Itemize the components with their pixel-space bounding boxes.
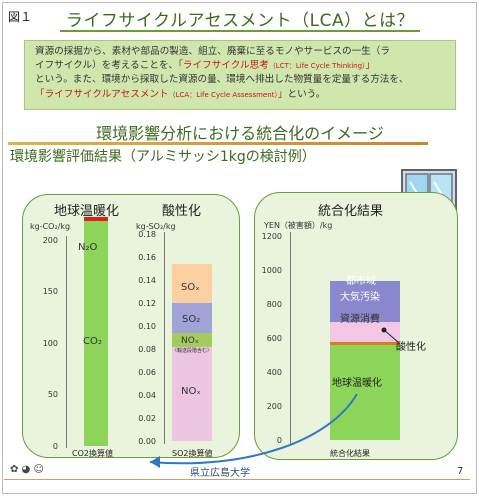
- sox-label: SOₓ: [181, 282, 200, 293]
- title-underline: [60, 30, 420, 32]
- gw-tick-150: 150: [42, 287, 58, 296]
- ac-tick-0.18: 0.18: [138, 230, 156, 239]
- gw-tick-100: 100: [42, 339, 58, 348]
- air-pollution-label: 大気汚染: [340, 292, 380, 303]
- global-warming-bar: [84, 216, 108, 446]
- section-subtitle: 環境影響分析における統合化のイメージ: [96, 124, 384, 143]
- ac-tick-0.06: 0.06: [138, 368, 156, 377]
- int-tick-400: 400: [266, 368, 282, 377]
- integration-heading: 統合化結果: [318, 204, 384, 219]
- lca-term: 「ライフサイクルアセスメント: [35, 88, 169, 100]
- figure-label: 図１: [8, 10, 33, 24]
- int-seg-acidification: [330, 342, 400, 345]
- integration-arrow: [149, 393, 358, 465]
- ac-seg-so2: [172, 303, 212, 333]
- global-warming-unit: kg-CO₂/kg: [30, 222, 71, 231]
- ac-tick-0.12: 0.12: [138, 299, 156, 308]
- section-rule: [8, 142, 428, 145]
- int-global-warming-label: 地球温暖化: [332, 378, 382, 389]
- integration-bar: [330, 236, 400, 440]
- ac-tick-0.00: 0.00: [138, 437, 156, 446]
- int-tick-1000: 1000: [261, 266, 282, 275]
- intro-line-2: イフサイクル）を考えることを、「ライフサイクル思考（LCT：Life Cycle…: [35, 59, 445, 73]
- int-seg-global-warming: [330, 344, 400, 440]
- int-tick-0: 0: [276, 436, 282, 445]
- acidification-axis: [164, 232, 165, 444]
- gw-tick-50: 50: [47, 390, 58, 399]
- footer-line: [4, 479, 470, 480]
- lct-abbrev: （LCT：Life Cycle Thinking）: [268, 62, 366, 71]
- int-seg-air-urban: [330, 280, 400, 322]
- int-tick-800: 800: [266, 300, 282, 309]
- nox-transport-label: NOₓ: [181, 336, 199, 346]
- acidification-unit: kg-SO₂/kg: [136, 222, 176, 231]
- lca-abbrev: （LCA：Life Cycle Assessment）: [168, 90, 278, 99]
- int-acidification-label: 酸性化: [396, 342, 426, 353]
- ac-tick-0.08: 0.08: [138, 345, 156, 354]
- gw-tick-0: 0: [52, 442, 58, 451]
- ac-tick-0.04: 0.04: [138, 391, 156, 400]
- intro-box: 資源の採掘から、素材や部品の製造、組立、廃棄に至るモノやサービスの一生（ラ イフ…: [24, 40, 456, 110]
- lca-close: 」: [277, 88, 288, 100]
- gw-seg-co2: [84, 220, 108, 446]
- urban-label: 都市域: [346, 276, 376, 287]
- global-warming-y-ticks: 200 150 100 50 0: [22, 230, 62, 451]
- so2-label: SO₂: [182, 314, 201, 325]
- gw-seg-n2o: [84, 216, 108, 221]
- int-tick-600: 600: [266, 334, 282, 343]
- nox-transport-sublabel: （輸送段階含む）: [172, 348, 213, 354]
- nox-label: NOₓ: [181, 386, 201, 397]
- resource-label: 資源消費: [340, 314, 380, 325]
- acidification-leader-dot: [381, 327, 387, 333]
- int-tick-1200: 1200: [261, 232, 282, 241]
- global-warming-heading: 地球温暖化: [54, 204, 120, 219]
- intro-line-3: という。また、環境から採取した資源の量、環境へ排出した物質量を定量する方法を、: [35, 74, 409, 86]
- evaluation-title: 環境影響評価結果（アルミサッシ1kgの検討例）: [10, 149, 316, 165]
- global-warming-caption: CO2換算値: [72, 449, 113, 458]
- acidification-y-ticks: 0.18 0.16 0.14 0.12 0.10 0.08 0.06 0.04 …: [126, 230, 160, 450]
- ac-tick-0.16: 0.16: [138, 253, 156, 262]
- intro-line-1: 資源の採掘から、素材や部品の製造、組立、廃棄に至るモノやサービスの一生（ラ: [35, 46, 390, 57]
- acidification-heading: 酸性化: [162, 204, 202, 219]
- acidification-leader-line: [383, 329, 399, 343]
- school-logo: 県立広島大学: [190, 468, 250, 479]
- integration-axis: [290, 232, 291, 444]
- intro-line-4d: という。: [287, 88, 326, 100]
- acidification-caption: SO2換算値: [172, 449, 213, 458]
- integration-unit: YEN（被害額）/kg: [264, 221, 333, 230]
- kids-illustration-icon: ✿ ◕ ☺: [10, 464, 44, 475]
- ac-tick-0.02: 0.02: [138, 414, 156, 423]
- lct-close: 」: [365, 60, 376, 72]
- global-warming-axis: [66, 236, 67, 448]
- integration-caption: 統合化結果: [330, 449, 370, 458]
- integration-arrowhead: [150, 456, 160, 468]
- ac-seg-nox: [172, 346, 212, 441]
- acidification-bar: [172, 234, 212, 441]
- integration-y-ticks: 1200 1000 800 600 400 200 0: [256, 230, 286, 450]
- intro-line-4: 「ライフサイクルアセスメント（LCA：Life Cycle Assessment…: [35, 88, 445, 102]
- n2o-label: N₂O: [78, 242, 98, 253]
- lct-term: 「ライフサイクル思考: [178, 60, 269, 72]
- ac-tick-0.10: 0.10: [138, 322, 156, 331]
- ac-tick-0.14: 0.14: [138, 276, 156, 285]
- int-tick-200: 200: [266, 402, 282, 411]
- int-seg-resource: [330, 321, 400, 343]
- ac-seg-nox-transport: [172, 332, 212, 347]
- gw-tick-200: 200: [42, 236, 58, 245]
- ac-seg-sox: [172, 263, 212, 303]
- slide-title: ライフサイクルアセスメント（LCA）とは？: [65, 11, 415, 31]
- page-number: 7: [457, 466, 464, 477]
- co2-label: CO₂: [83, 336, 102, 347]
- intro-line-2a: イフサイクル）を考えることを、: [35, 60, 179, 72]
